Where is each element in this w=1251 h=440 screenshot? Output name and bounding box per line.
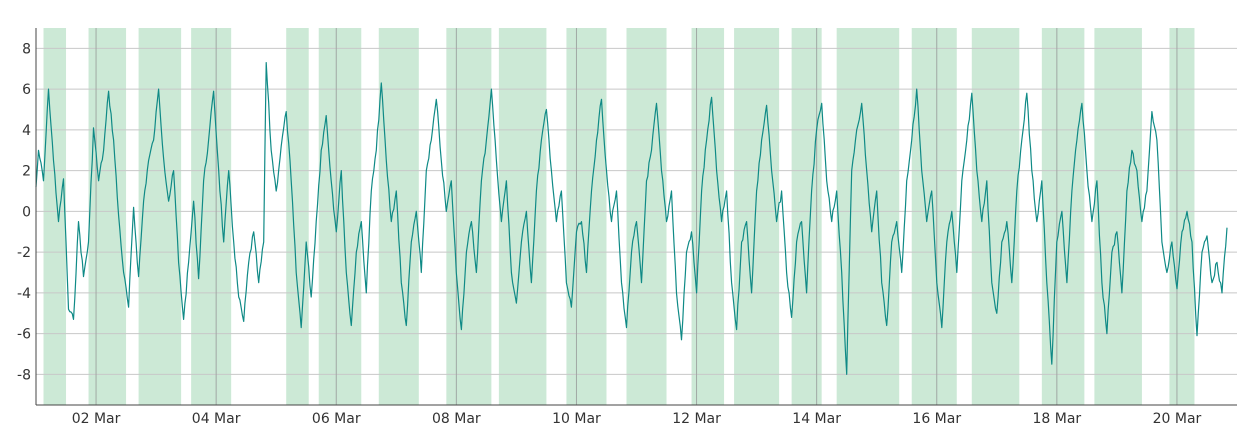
y-axis-ticks: 8 6 4 2 0 -2 -4 -6 -8 <box>17 41 31 383</box>
shaded-band-12 <box>734 28 780 405</box>
grid-lines <box>36 28 1237 405</box>
y-tick-label: 4 <box>22 123 31 139</box>
shaded-band-3 <box>191 28 232 405</box>
shaded-band-6 <box>378 28 419 405</box>
x-axis-ticks: 02 Mar 04 Mar 06 Mar 08 Mar 10 Mar 12 Mar 14 M… <box>72 411 1202 427</box>
x-tick-label: 06 Mar <box>312 411 361 427</box>
y-tick-label: 2 <box>22 164 31 180</box>
x-tick-label: 02 Mar <box>72 411 121 427</box>
shaded-band-14 <box>836 28 900 405</box>
y-tick-label: 0 <box>22 204 31 220</box>
x-tick-label: 08 Mar <box>432 411 481 427</box>
shaded-band-2 <box>138 28 182 405</box>
series-layer <box>35 62 1228 375</box>
y-tick-label: -4 <box>17 286 31 302</box>
x-tick-label: 04 Mar <box>192 411 241 427</box>
x-tick-label: 10 Mar <box>552 411 601 427</box>
y-tick-label: 8 <box>22 41 31 57</box>
y-tick-label: -6 <box>17 327 31 343</box>
shaded-band-4 <box>286 28 309 405</box>
shaded-band-17 <box>1041 28 1085 405</box>
series-line-0 <box>35 62 1228 375</box>
shaded-band-13 <box>791 28 822 405</box>
y-tick-label: 6 <box>22 82 31 98</box>
x-tick-label: 14 Mar <box>792 411 841 427</box>
shaded-band-18 <box>1094 28 1142 405</box>
x-tick-label: 20 Mar <box>1153 411 1202 427</box>
shaded-band-15 <box>911 28 957 405</box>
shaded-band-9 <box>566 28 607 405</box>
shaded-band-8 <box>498 28 547 405</box>
shaded-band-7 <box>446 28 492 405</box>
axes <box>35 28 1237 406</box>
y-tick-label: -2 <box>17 245 31 261</box>
shaded-band-1 <box>88 28 127 405</box>
shaded-band-10 <box>626 28 667 405</box>
x-tick-label: 12 Mar <box>672 411 721 427</box>
shaded-band-16 <box>971 28 1020 405</box>
y-tick-label: -8 <box>17 367 31 383</box>
x-tick-label: 18 Mar <box>1033 411 1082 427</box>
shaded-band-5 <box>318 28 362 405</box>
x-tick-label: 16 Mar <box>912 411 961 427</box>
shaded-band-0 <box>43 28 67 405</box>
shaded-band-19 <box>1169 28 1195 405</box>
